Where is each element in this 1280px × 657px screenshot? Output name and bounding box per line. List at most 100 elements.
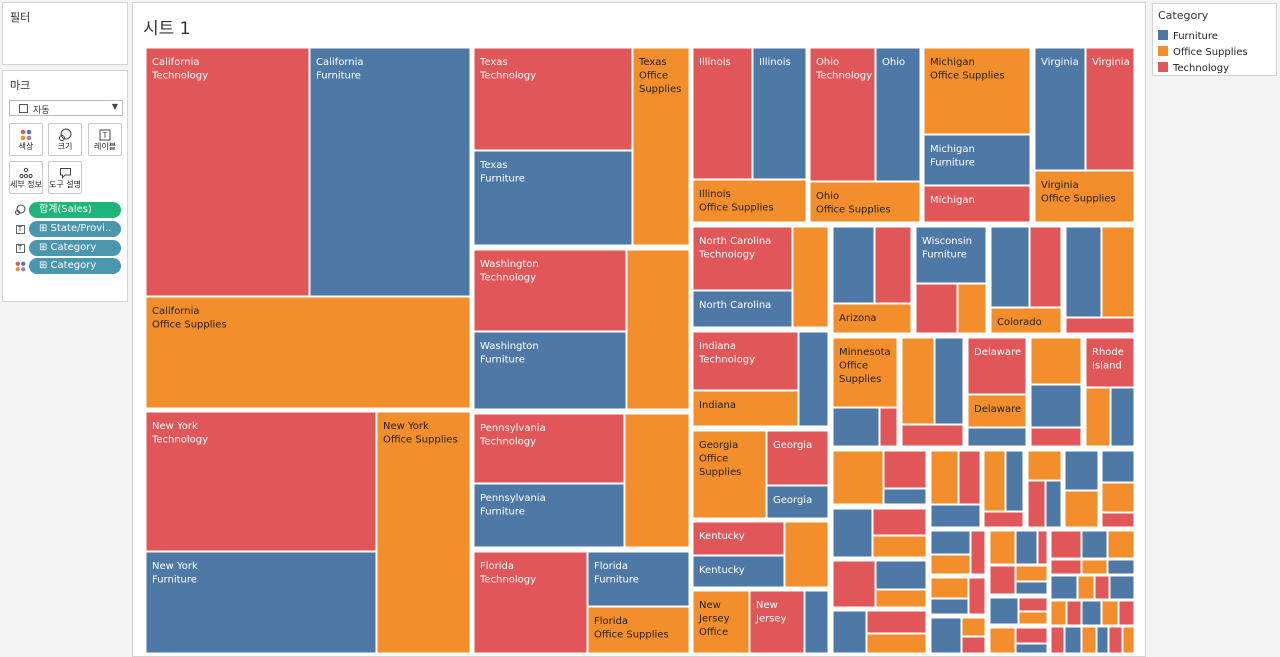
treemap-tile-technology[interactable] xyxy=(872,508,927,536)
treemap-tile-office-supplies[interactable] xyxy=(1101,226,1135,318)
treemap-rect[interactable] xyxy=(832,407,880,447)
treemap-tile-furniture[interactable] xyxy=(1065,226,1102,318)
treemap-rect[interactable] xyxy=(692,331,799,391)
treemap-rect[interactable] xyxy=(145,411,377,552)
treemap-tile-technology[interactable] xyxy=(1018,597,1048,612)
treemap-rect[interactable] xyxy=(1081,530,1108,559)
treemap-rect[interactable] xyxy=(809,181,921,223)
treemap-rect[interactable] xyxy=(1045,480,1062,528)
treemap-tile-office-supplies[interactable] xyxy=(1101,482,1135,513)
treemap-rect[interactable] xyxy=(1015,627,1048,644)
treemap-rect[interactable] xyxy=(1107,530,1135,559)
treemap-tile-furniture[interactable] xyxy=(883,488,927,505)
treemap-rect[interactable] xyxy=(1034,170,1135,223)
treemap-rect[interactable] xyxy=(989,565,1016,595)
treemap-rect[interactable] xyxy=(473,483,625,548)
treemap-tile-florida-technology[interactable]: Florida Technology xyxy=(473,551,588,654)
treemap-rect[interactable] xyxy=(587,551,690,607)
treemap-rect[interactable] xyxy=(1081,559,1108,575)
treemap-tile-technology[interactable] xyxy=(1015,627,1048,644)
state-label-pill[interactable]: ⊞ State/Provi.. xyxy=(29,221,121,237)
treemap-tile-technology[interactable] xyxy=(866,610,927,634)
treemap-tile-office-supplies[interactable] xyxy=(1081,626,1097,654)
treemap-rect[interactable] xyxy=(832,337,898,408)
treemap-tile-office-supplies[interactable] xyxy=(784,521,829,588)
treemap-rect[interactable] xyxy=(1085,387,1111,447)
treemap-tile-technology[interactable] xyxy=(1065,317,1135,334)
treemap-rect[interactable] xyxy=(901,337,935,425)
treemap-rect[interactable] xyxy=(1050,600,1067,626)
treemap-tile-delaware-technology[interactable]: Delaware xyxy=(967,337,1027,395)
treemap-rect[interactable] xyxy=(1085,337,1135,388)
treemap-rect[interactable] xyxy=(692,390,799,427)
treemap-tile-office-supplies[interactable] xyxy=(983,450,1006,512)
treemap-rect[interactable] xyxy=(473,47,633,151)
treemap-tile-technology[interactable] xyxy=(1030,427,1082,447)
treemap-rect[interactable] xyxy=(798,331,829,427)
treemap-tile-washington-technology[interactable]: Washington Technology xyxy=(473,249,627,332)
treemap-tile-office-supplies[interactable] xyxy=(1015,565,1048,582)
treemap-rect[interactable] xyxy=(832,303,912,334)
treemap-rect[interactable] xyxy=(145,47,310,297)
treemap-rect[interactable] xyxy=(930,530,971,555)
treemap-tile-technology[interactable] xyxy=(961,636,986,654)
treemap-tile-technology[interactable] xyxy=(1029,226,1062,308)
treemap-rect[interactable] xyxy=(1050,559,1082,575)
treemap-tile-ohio-furniture[interactable]: Ohio xyxy=(875,47,921,182)
treemap-rect[interactable] xyxy=(1109,575,1135,600)
treemap-rect[interactable] xyxy=(883,450,927,489)
treemap-rect[interactable] xyxy=(872,508,927,536)
treemap-rect[interactable] xyxy=(473,413,625,484)
treemap-tile-furniture[interactable] xyxy=(1109,575,1135,600)
treemap-tile-new-jersey-office-supplies[interactable]: New Jersey Office xyxy=(692,590,750,654)
treemap-rect[interactable] xyxy=(930,617,962,654)
treemap-rect[interactable] xyxy=(832,560,876,608)
treemap-rect[interactable] xyxy=(1064,490,1099,528)
category-label-pill[interactable]: ⊞ Category xyxy=(29,240,121,256)
treemap-tile-north-carolina-technology[interactable]: North Carolina Technology xyxy=(692,226,793,291)
treemap-tile-new-jersey-technology[interactable]: New Jersey xyxy=(749,590,805,654)
treemap-rect[interactable] xyxy=(875,47,921,182)
treemap-rect[interactable] xyxy=(473,551,588,654)
treemap-rect[interactable] xyxy=(1101,600,1119,626)
treemap-tile-furniture[interactable] xyxy=(930,617,962,654)
treemap-tile-virginia-furniture[interactable]: Virginia xyxy=(1034,47,1086,171)
treemap-rect[interactable] xyxy=(692,555,785,588)
treemap-rect[interactable] xyxy=(1066,600,1082,626)
treemap-rect[interactable] xyxy=(809,47,876,182)
treemap-rect[interactable] xyxy=(875,560,927,590)
treemap-tile-office-supplies[interactable] xyxy=(1085,387,1111,447)
treemap-rect[interactable] xyxy=(866,633,927,654)
legend-item-technology[interactable]: Technology xyxy=(1158,62,1229,74)
treemap-tile-office-supplies[interactable] xyxy=(901,337,935,425)
treemap-rect[interactable] xyxy=(473,331,627,410)
treemap-tile-office-supplies[interactable] xyxy=(1050,600,1067,626)
treemap-tile-illinois-technology[interactable]: Illinois xyxy=(692,47,753,180)
treemap-tile-texas-office-supplies[interactable]: Texas Office Supplies xyxy=(632,47,690,246)
treemap-tile-furniture[interactable] xyxy=(1064,450,1099,491)
treemap-tile-technology[interactable] xyxy=(1037,530,1048,565)
treemap-rect[interactable] xyxy=(958,450,981,505)
treemap-tile-office-supplies[interactable] xyxy=(1018,611,1048,625)
treemap-rect[interactable] xyxy=(1085,47,1135,171)
treemap-tile-furniture[interactable] xyxy=(1030,384,1082,428)
treemap-rect[interactable] xyxy=(930,577,969,599)
treemap-tile-technology[interactable] xyxy=(970,530,986,575)
treemap-rect[interactable] xyxy=(1030,337,1082,385)
treemap-tile-new-york-office-supplies[interactable]: New York Office Supplies xyxy=(376,411,471,654)
treemap-rect[interactable] xyxy=(1065,317,1135,334)
treemap-tile-ohio-office-supplies[interactable]: Ohio Office Supplies xyxy=(809,181,921,223)
treemap-rect[interactable] xyxy=(1081,600,1102,626)
mark-type-dropdown[interactable]: 자동 ▼ xyxy=(9,100,123,116)
treemap-rect[interactable] xyxy=(915,226,987,284)
treemap-tile-minnesota-office-supplies[interactable]: Minnesota Office Supplies xyxy=(832,337,898,408)
treemap-tile-furniture[interactable] xyxy=(1005,450,1024,512)
treemap-tile-office-supplies[interactable] xyxy=(1122,626,1135,654)
treemap-rect[interactable] xyxy=(983,511,1024,528)
treemap-tile-furniture[interactable] xyxy=(1101,450,1135,483)
treemap-tile-furniture[interactable] xyxy=(832,226,875,304)
treemap-rect[interactable] xyxy=(1027,480,1046,528)
treemap-rect[interactable] xyxy=(632,47,690,246)
treemap-rect[interactable] xyxy=(930,450,959,505)
treemap-rect[interactable] xyxy=(1101,226,1135,318)
